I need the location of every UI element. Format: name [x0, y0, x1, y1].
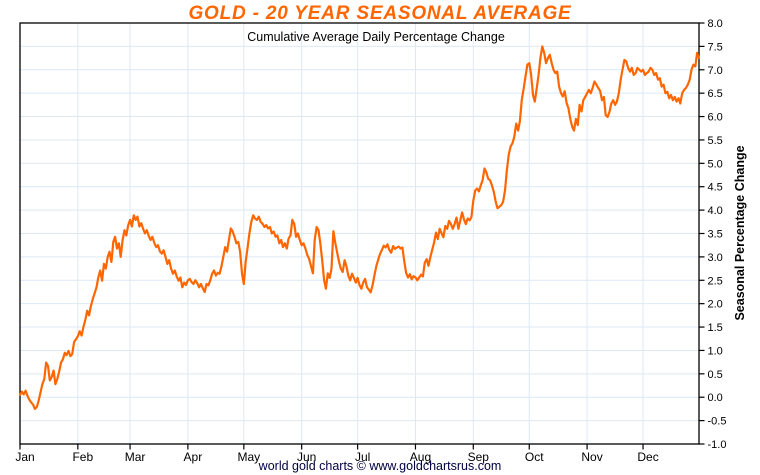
chart-title: GOLD - 20 YEAR SEASONAL AVERAGE	[188, 3, 572, 24]
x-tick-label: Jul	[355, 450, 370, 464]
y-axis-title: Seasonal Percentage Change	[733, 145, 747, 320]
y-tick-label: 6.0	[708, 112, 723, 124]
footer-attribution: world gold charts © www.goldchartsrus.co…	[258, 459, 502, 473]
y-tick-label: 1.5	[708, 322, 723, 334]
x-tick-label: Sep	[468, 450, 490, 464]
y-tick-label: -1.0	[708, 439, 727, 451]
y-tick-label: -0.5	[708, 416, 727, 428]
x-tick-label: Nov	[581, 450, 602, 464]
chart-subtitle: Cumulative Average Daily Percentage Chan…	[247, 30, 505, 44]
gridlines	[20, 23, 699, 444]
y-tick-label: 7.5	[708, 41, 723, 53]
x-tick-label: Jan	[15, 450, 34, 464]
x-tick-label: Apr	[184, 450, 203, 464]
x-tick-label: May	[238, 450, 261, 464]
axis-labels: 8.0 7.5 7.0 6.5 6.0 5.5 5.0 4.5 4.0 3.5 3.0 2.5 2.0 1…	[15, 18, 726, 464]
x-tick-label: Jun	[297, 450, 316, 464]
y-tick-label: 5.5	[708, 135, 723, 147]
x-tick-label: Dec	[637, 450, 658, 464]
axes	[19, 22, 705, 450]
x-tick-label: Feb	[72, 450, 93, 464]
y-tick-label: 0.5	[708, 369, 723, 381]
x-tick-label: Oct	[525, 450, 544, 464]
y-tick-label: 0.0	[708, 392, 723, 404]
y-tick-label: 4.0	[708, 205, 723, 217]
y-tick-label: 5.0	[708, 158, 723, 170]
y-tick-label: 8.0	[708, 18, 723, 30]
y-tick-label: 6.5	[708, 88, 723, 100]
y-tick-label: 2.5	[708, 275, 723, 287]
y-tick-label: 1.0	[708, 345, 723, 357]
y-tick-label: 2.0	[708, 299, 723, 311]
y-tick-label: 3.5	[708, 229, 723, 241]
x-tick-label: Aug	[410, 450, 431, 464]
y-tick-label: 7.0	[708, 65, 723, 77]
y-tick-label: 4.5	[708, 182, 723, 194]
y-tick-label: 3.0	[708, 252, 723, 264]
seasonal-line-series	[18, 45, 701, 410]
x-tick-label: Mar	[125, 450, 146, 464]
